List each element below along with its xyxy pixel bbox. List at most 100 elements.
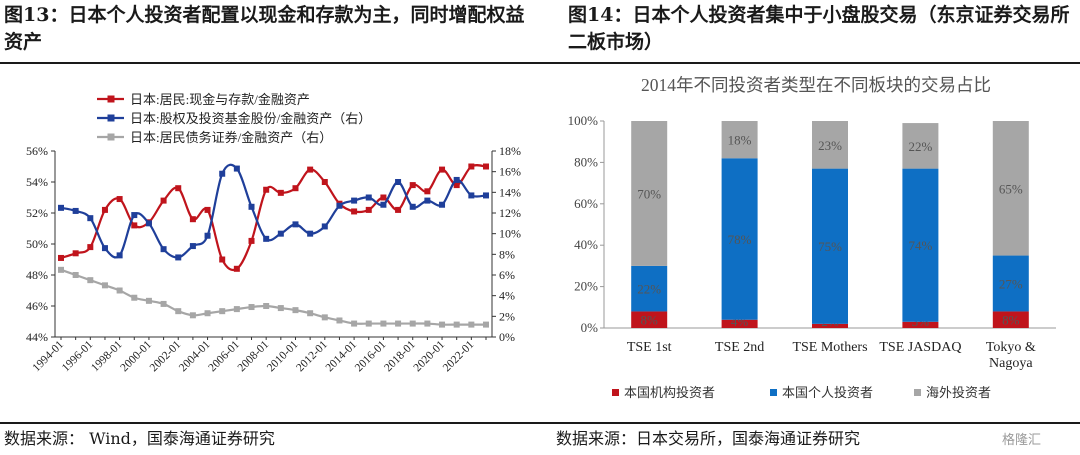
series-point-3 <box>233 306 240 313</box>
series-point-3 <box>219 308 226 315</box>
series-point-2 <box>189 243 196 250</box>
series-point-1 <box>248 237 255 244</box>
series-point-2 <box>204 232 211 239</box>
y-tick-label: 80% <box>574 154 598 169</box>
series-point-1 <box>204 206 211 213</box>
series-point-1 <box>424 188 431 195</box>
series-point-2 <box>439 201 446 208</box>
bar-segment-3 <box>902 123 939 169</box>
x-tick-label: 2018-01 <box>382 338 418 374</box>
x-tick-label: 2004-01 <box>177 338 213 374</box>
series-point-1 <box>277 189 284 196</box>
series-point-2 <box>263 235 270 242</box>
series-point-3 <box>365 320 372 327</box>
series-point-1 <box>321 179 328 185</box>
right-y-tick-label: 6% <box>499 268 515 282</box>
x-tick-label: 2006-01 <box>206 338 242 374</box>
series-point-2 <box>351 197 358 204</box>
left-y-tick-label: 44% <box>26 330 48 344</box>
series-point-3 <box>101 282 108 289</box>
series-point-2 <box>336 202 343 209</box>
legend-swatch-1 <box>612 389 619 396</box>
x-tick-label: 2000-01 <box>118 338 154 374</box>
legend-label-1: 本国机构投资者 <box>624 385 715 400</box>
series-point-2 <box>58 204 64 211</box>
bar-data-label: 18% <box>728 133 752 148</box>
series-point-2 <box>409 203 416 210</box>
series-point-2 <box>395 179 402 185</box>
bar-segment-1 <box>721 319 758 328</box>
bar-data-label: 22% <box>908 139 932 154</box>
bar-data-label: 65% <box>999 181 1023 196</box>
series-point-1 <box>160 197 167 204</box>
right-y-tick-label: 0% <box>499 330 515 344</box>
bar-segment-1 <box>812 323 848 328</box>
series-point-3 <box>145 297 152 304</box>
series-point-1 <box>292 185 299 192</box>
series-point-1 <box>116 196 123 203</box>
series-point-2 <box>233 165 240 172</box>
x-tick-label: 2020-01 <box>412 338 448 374</box>
right-y-tick-label: 10% <box>499 227 521 241</box>
bar-segment-2 <box>631 265 668 312</box>
series-point-1 <box>453 182 460 189</box>
y-tick-label: 20% <box>574 279 598 294</box>
y-tick-label: 40% <box>574 237 598 252</box>
figure-14-title: 图14：日本个人投资者集中于小盘股交易（东京证券交易所二板市场） <box>568 4 1070 53</box>
series-point-1 <box>483 163 489 170</box>
series-point-2 <box>131 212 138 219</box>
series-point-1 <box>351 208 358 215</box>
bar-data-label: 75% <box>818 239 842 254</box>
bar-segment-3 <box>812 121 848 169</box>
series-point-3 <box>131 294 138 301</box>
series-point-3 <box>204 310 211 317</box>
category-label: TSE 2nd <box>715 340 764 355</box>
series-point-3 <box>189 312 196 319</box>
series-point-3 <box>263 303 270 309</box>
bar-data-label: 8% <box>641 313 659 328</box>
x-tick-label: 1996-01 <box>60 338 96 374</box>
series-point-3 <box>468 321 475 328</box>
bar-segment-2 <box>992 255 1029 312</box>
bottom-divider <box>0 422 1080 424</box>
series-point-1 <box>233 265 240 272</box>
series-point-2 <box>365 194 372 201</box>
legend-marker-1 <box>107 95 115 103</box>
series-point-3 <box>380 320 387 327</box>
series-point-2 <box>87 215 94 222</box>
source-note-left: 数据来源： Wind，国泰海通证券研究 <box>4 429 275 448</box>
series-line-3 <box>60 268 486 326</box>
series-point-2 <box>321 223 328 230</box>
series-point-2 <box>116 252 123 259</box>
category-label: TSE JASDAQ <box>879 340 961 355</box>
right-y-tick-label: 4% <box>499 289 515 303</box>
y-tick-label: 60% <box>574 196 598 211</box>
series-point-2 <box>424 197 431 204</box>
series-point-3 <box>453 321 460 328</box>
series-point-3 <box>292 307 299 314</box>
series-point-3 <box>175 308 182 315</box>
series-point-2 <box>380 201 387 208</box>
bar-segment-3 <box>992 121 1029 256</box>
series-point-1 <box>131 222 138 229</box>
bar-data-label: 78% <box>728 232 752 247</box>
series-point-3 <box>351 320 358 327</box>
category-label: TSE 1st <box>627 340 672 355</box>
bar-data-label: 8% <box>1002 313 1020 328</box>
right-y-tick-label: 2% <box>499 309 515 323</box>
bar-data-label: 70% <box>637 186 661 201</box>
top-divider <box>0 62 1080 64</box>
series-point-1 <box>175 185 182 192</box>
legend-label-3: 海外投资者 <box>926 385 991 400</box>
series-point-3 <box>424 320 431 327</box>
right-y-tick-label: 18% <box>499 144 521 158</box>
series-point-1 <box>395 206 402 213</box>
left-y-tick-label: 50% <box>26 237 48 251</box>
series-point-2 <box>277 230 284 237</box>
bar-segment-2 <box>721 158 758 320</box>
legend-swatch-2 <box>770 389 777 396</box>
series-point-3 <box>321 314 328 321</box>
left-y-tick-label: 54% <box>26 175 48 189</box>
series-line-2 <box>60 163 487 259</box>
category-label: Tokyo & <box>986 340 1036 355</box>
